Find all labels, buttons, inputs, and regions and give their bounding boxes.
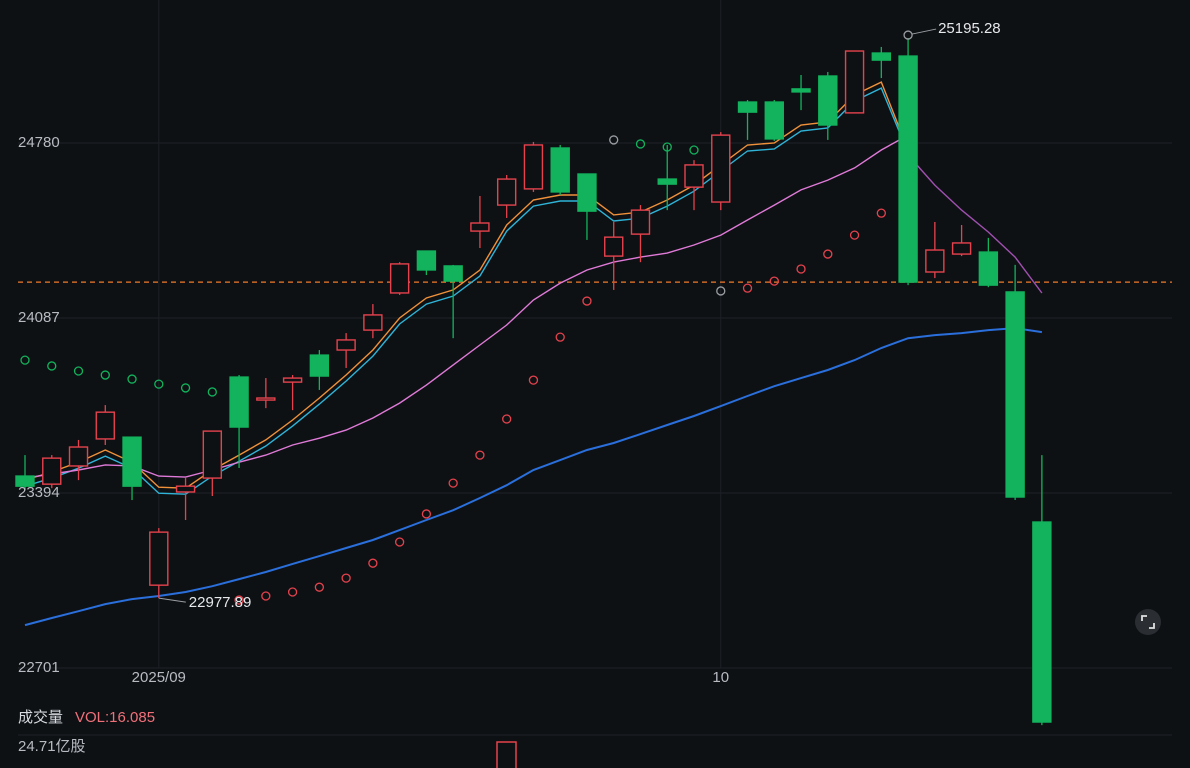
- sar-dot: [421, 509, 432, 519]
- sar-dot: [341, 573, 351, 583]
- sar-dot: [100, 370, 110, 380]
- candle-body: [791, 88, 811, 93]
- sar-dot: [314, 582, 325, 592]
- candle-body: [122, 436, 142, 487]
- annotation-leader: [911, 28, 937, 35]
- ma-line: [24, 134, 909, 479]
- sar-dot: [154, 379, 164, 389]
- sar-dot: [635, 139, 646, 149]
- candle-body: [1032, 521, 1052, 723]
- y-tick-label: 24087: [18, 309, 60, 326]
- candle-body: [951, 242, 972, 255]
- sar-dot: [716, 286, 726, 296]
- candle-body: [1005, 291, 1025, 498]
- sar-dot: [261, 591, 271, 601]
- volume-bar: [496, 741, 517, 768]
- sar-dot: [368, 558, 378, 568]
- candle-body: [42, 457, 62, 485]
- candle-body: [443, 265, 463, 282]
- candle-body: [416, 250, 437, 271]
- sar-dot: [207, 387, 217, 397]
- sar-dot: [448, 478, 458, 488]
- candle-body: [389, 263, 410, 294]
- sar-dot: [689, 145, 699, 155]
- sar-dot: [475, 450, 485, 460]
- candle-body: [684, 164, 704, 188]
- high-label: 25195.28: [938, 20, 1001, 37]
- candle-body: [363, 314, 383, 331]
- sar-dot: [502, 414, 512, 424]
- volume-title: 成交量: [18, 708, 63, 726]
- sar-dot: [287, 587, 298, 597]
- ma-line: [24, 81, 909, 489]
- sar-dot: [796, 264, 806, 274]
- y-tick-label: 22701: [18, 659, 60, 676]
- candle-body: [898, 55, 918, 283]
- candle-body: [871, 52, 892, 61]
- y-tick-label: 23394: [18, 484, 60, 501]
- sar-dot: [742, 283, 753, 293]
- ma-line: [24, 87, 909, 495]
- annotation-leader: [158, 597, 186, 603]
- sar-dot: [180, 383, 191, 393]
- high-marker: [903, 30, 913, 40]
- sar-dot: [73, 366, 84, 376]
- sar-dot: [849, 230, 860, 240]
- candle-body: [630, 209, 651, 235]
- candle-body: [68, 446, 89, 467]
- candle-body: [818, 75, 838, 126]
- sar-dot: [823, 249, 833, 259]
- candle-body: [657, 178, 677, 185]
- candle-body: [737, 101, 758, 113]
- low-label: 22977.89: [189, 594, 252, 611]
- sar-dot: [528, 375, 539, 385]
- sar-dot: [20, 355, 30, 365]
- sar-dot: [234, 595, 244, 605]
- expand-button[interactable]: [1135, 609, 1161, 635]
- sar-dot: [47, 361, 57, 371]
- candle-body: [336, 339, 356, 351]
- sar-dot: [555, 332, 565, 342]
- candle-body: [282, 377, 303, 383]
- volume-indicator: VOL:16.085: [75, 709, 155, 726]
- candle-body: [309, 354, 330, 377]
- sar-dot: [582, 296, 592, 306]
- candle-body: [523, 144, 544, 190]
- plot: [15, 28, 1172, 726]
- y-tick-label: 24780: [18, 134, 60, 151]
- candle-body: [15, 475, 35, 487]
- candle-body: [256, 397, 276, 401]
- volume-level: 24.71亿股: [18, 738, 86, 755]
- candle-body: [149, 531, 169, 586]
- ma-line: [907, 154, 1043, 294]
- sar-dot: [609, 135, 619, 145]
- candle-body: [844, 50, 865, 114]
- candle-body: [925, 249, 945, 273]
- candle-body: [550, 147, 570, 193]
- candle-body: [229, 376, 249, 428]
- sar-dot: [127, 374, 137, 384]
- candle-body: [764, 101, 784, 140]
- candle-body: [978, 251, 999, 286]
- x-tick-label: 2025/09: [132, 669, 186, 686]
- candle-body: [711, 134, 731, 203]
- candle-body: [577, 173, 597, 212]
- sar-dot: [769, 276, 779, 286]
- sar-dot: [394, 537, 405, 547]
- grid: [18, 0, 1172, 669]
- sar-dot: [876, 208, 886, 218]
- candle-body: [604, 236, 624, 257]
- candle-body: [470, 222, 490, 232]
- ma-line: [24, 327, 1043, 627]
- x-tick-label: 10: [712, 669, 729, 686]
- candle-body: [175, 485, 196, 493]
- candle-body: [496, 178, 517, 206]
- candle-body: [95, 411, 115, 440]
- candle-body: [202, 430, 223, 479]
